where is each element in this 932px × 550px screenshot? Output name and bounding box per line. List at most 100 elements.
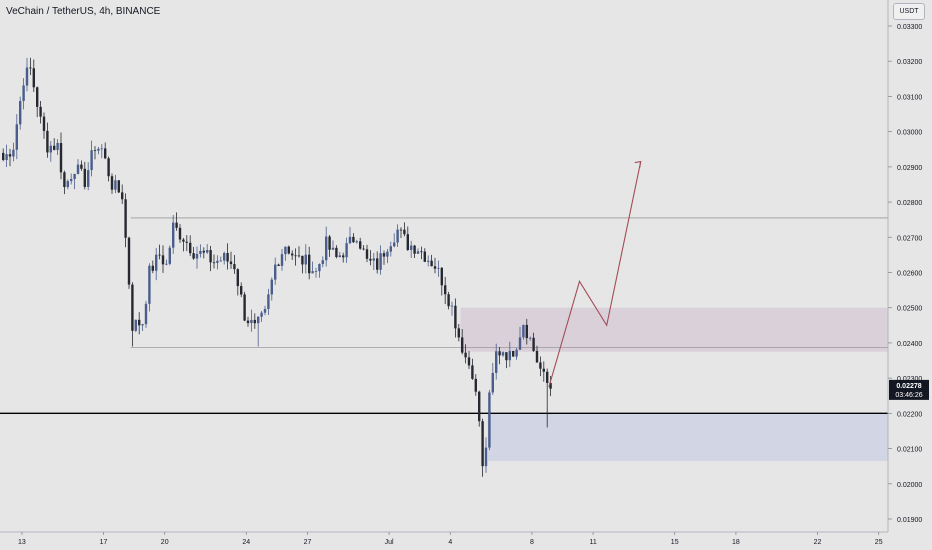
candle-body[interactable] bbox=[87, 170, 90, 187]
candle-body[interactable] bbox=[515, 349, 518, 357]
candle-body[interactable] bbox=[433, 266, 437, 269]
candle-body[interactable] bbox=[178, 227, 182, 240]
candle-body[interactable] bbox=[430, 260, 433, 267]
candle-body[interactable] bbox=[172, 222, 175, 248]
candle-body[interactable] bbox=[260, 312, 263, 317]
candle-body[interactable] bbox=[532, 337, 535, 351]
candle-body[interactable] bbox=[212, 262, 216, 264]
candle-body[interactable] bbox=[8, 154, 12, 157]
candle-body[interactable] bbox=[352, 236, 355, 243]
candle-body[interactable] bbox=[117, 180, 120, 193]
candle-body[interactable] bbox=[110, 176, 114, 190]
candle-body[interactable] bbox=[379, 253, 382, 270]
candle-body[interactable] bbox=[49, 145, 52, 153]
candle-body[interactable] bbox=[450, 305, 454, 307]
candle-body[interactable] bbox=[539, 362, 542, 369]
candle-body[interactable] bbox=[471, 365, 474, 379]
candle-body[interactable] bbox=[331, 247, 335, 250]
candle-body[interactable] bbox=[406, 234, 409, 250]
candle-body[interactable] bbox=[202, 250, 205, 253]
candle-body[interactable] bbox=[151, 265, 154, 271]
candle-body[interactable] bbox=[15, 124, 18, 150]
candle-body[interactable] bbox=[335, 247, 338, 258]
candle-body[interactable] bbox=[427, 260, 430, 262]
candle-body[interactable] bbox=[512, 350, 515, 357]
candle-body[interactable] bbox=[263, 309, 267, 313]
candle-body[interactable] bbox=[243, 294, 246, 321]
candle-body[interactable] bbox=[284, 246, 287, 255]
candle-body[interactable] bbox=[542, 368, 545, 372]
candle-body[interactable] bbox=[80, 164, 83, 169]
candle-body[interactable] bbox=[355, 241, 358, 243]
candle-body[interactable] bbox=[454, 305, 457, 329]
candle-body[interactable] bbox=[124, 199, 127, 238]
resistance-zone[interactable] bbox=[460, 307, 889, 352]
candle-body[interactable] bbox=[277, 264, 280, 266]
candle-body[interactable] bbox=[42, 116, 46, 131]
candle-body[interactable] bbox=[12, 149, 15, 157]
candle-body[interactable] bbox=[321, 260, 324, 265]
candle-body[interactable] bbox=[206, 250, 209, 253]
candle-body[interactable] bbox=[461, 337, 464, 353]
candle-body[interactable] bbox=[270, 279, 273, 295]
candle-body[interactable] bbox=[467, 357, 471, 366]
candle-body[interactable] bbox=[192, 253, 195, 259]
candle-body[interactable] bbox=[29, 67, 32, 69]
candle-body[interactable] bbox=[474, 378, 477, 392]
candle-body[interactable] bbox=[297, 255, 301, 257]
candle-body[interactable] bbox=[127, 237, 131, 285]
candle-body[interactable] bbox=[240, 286, 243, 295]
candle-body[interactable] bbox=[291, 253, 294, 256]
candle-body[interactable] bbox=[93, 150, 97, 152]
candle-body[interactable] bbox=[25, 67, 29, 86]
candle-body[interactable] bbox=[396, 229, 399, 243]
candle-body[interactable] bbox=[314, 271, 318, 272]
candle-body[interactable] bbox=[328, 236, 331, 250]
candle-body[interactable] bbox=[525, 324, 528, 339]
candle-body[interactable] bbox=[195, 253, 199, 259]
candle-body[interactable] bbox=[189, 242, 192, 254]
candle-body[interactable] bbox=[32, 68, 35, 88]
candle-body[interactable] bbox=[100, 148, 103, 150]
candle-body[interactable] bbox=[236, 269, 239, 287]
candle-body[interactable] bbox=[345, 243, 348, 258]
candle-body[interactable] bbox=[318, 264, 321, 272]
candle-body[interactable] bbox=[63, 172, 66, 188]
candle-body[interactable] bbox=[518, 337, 522, 350]
projection-path[interactable] bbox=[548, 161, 642, 388]
candle-body[interactable] bbox=[138, 319, 141, 326]
candle-body[interactable] bbox=[56, 143, 59, 150]
candle-body[interactable] bbox=[423, 251, 426, 262]
candle-body[interactable] bbox=[294, 255, 297, 257]
candle-body[interactable] bbox=[362, 248, 365, 250]
candle-body[interactable] bbox=[546, 371, 549, 383]
candle-body[interactable] bbox=[199, 250, 202, 254]
candle-body[interactable] bbox=[498, 351, 501, 356]
candle-body[interactable] bbox=[403, 229, 406, 235]
candle-body[interactable] bbox=[505, 352, 508, 361]
candle-body[interactable] bbox=[36, 87, 39, 107]
candle-body[interactable] bbox=[233, 264, 236, 270]
candle-body[interactable] bbox=[365, 249, 369, 259]
candle-body[interactable] bbox=[359, 241, 362, 249]
candle-body[interactable] bbox=[342, 255, 345, 258]
candle-body[interactable] bbox=[216, 260, 219, 263]
candle-body[interactable] bbox=[393, 242, 396, 247]
candle-body[interactable] bbox=[457, 328, 460, 338]
candle-body[interactable] bbox=[280, 254, 284, 266]
candle-body[interactable] bbox=[182, 239, 185, 242]
price-axis-panel[interactable] bbox=[888, 0, 932, 550]
candle-body[interactable] bbox=[304, 254, 307, 265]
candle-body[interactable] bbox=[148, 265, 151, 304]
candle-body[interactable] bbox=[165, 263, 168, 265]
candle-body[interactable] bbox=[481, 421, 484, 467]
candle-body[interactable] bbox=[372, 258, 375, 261]
candle-body[interactable] bbox=[155, 254, 158, 271]
candle-body[interactable] bbox=[46, 130, 49, 153]
candle-body[interactable] bbox=[338, 255, 341, 258]
candle-body[interactable] bbox=[5, 154, 8, 160]
candle-body[interactable] bbox=[22, 85, 25, 102]
candle-body[interactable] bbox=[484, 447, 488, 467]
candle-body[interactable] bbox=[134, 319, 137, 331]
